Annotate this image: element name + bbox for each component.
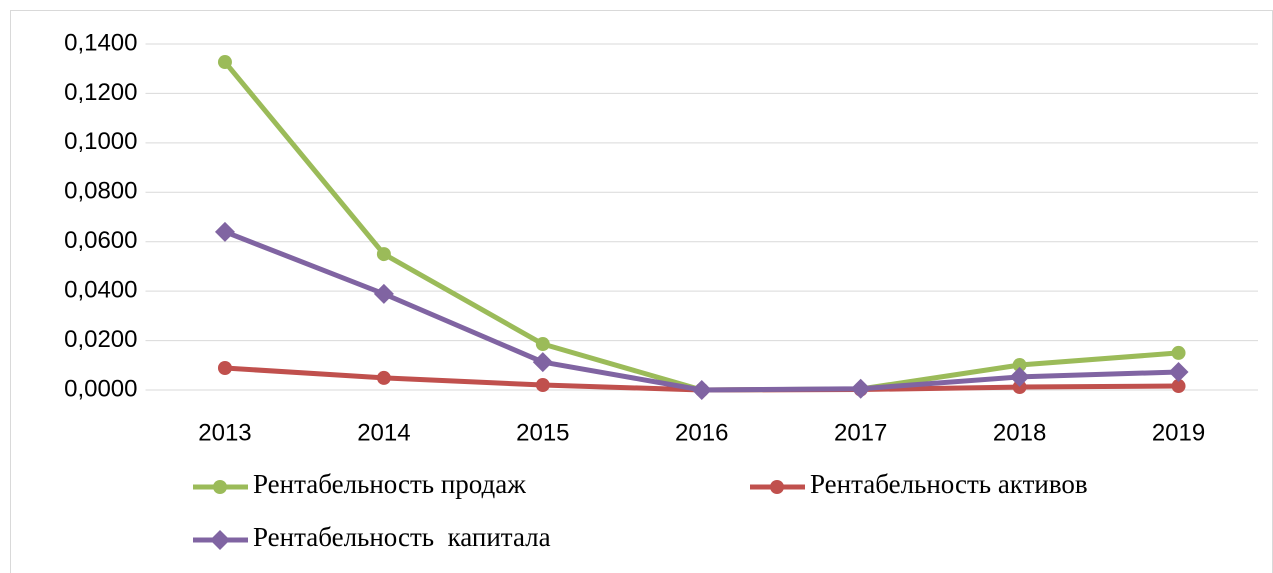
marker [210,530,230,550]
y-tick-label: 0,0800 [64,178,137,205]
x-tick-label: 2015 [516,419,569,446]
marker [850,378,871,399]
y-tick-label: 0,1200 [64,79,137,106]
marker [376,247,391,262]
y-tick-label: 0,0600 [64,227,137,254]
marker [217,361,232,376]
marker [1168,361,1189,382]
y-tick-label: 0,1400 [64,29,137,56]
y-tick-label: 0,0400 [64,276,137,303]
marker [770,480,784,494]
legend-label: Рентабельность капитала [253,522,551,552]
y-tick-label: 0,1000 [64,128,137,155]
legend-label: Рентабельность продаж [253,469,526,499]
marker [535,378,550,393]
x-tick-label: 2016 [675,419,728,446]
marker [1171,345,1186,360]
marker [535,337,550,352]
x-tick-label: 2019 [1152,419,1205,446]
marker [691,380,712,400]
marker [1171,379,1186,394]
marker [373,283,394,304]
marker [1012,358,1027,373]
x-tick-label: 2017 [834,419,887,446]
x-tick-label: 2013 [198,419,251,446]
marker [1009,366,1030,387]
marker [532,352,553,373]
legend-label: Рентабельность активов [810,469,1088,499]
y-tick-label: 0,0000 [64,375,137,402]
marker [214,221,235,242]
marker [1012,380,1027,395]
marker [217,55,232,70]
x-tick-label: 2014 [357,419,410,446]
y-tick-label: 0,0200 [64,326,137,353]
marker [376,370,391,385]
x-tick-label: 2018 [993,419,1046,446]
marker [213,480,227,494]
